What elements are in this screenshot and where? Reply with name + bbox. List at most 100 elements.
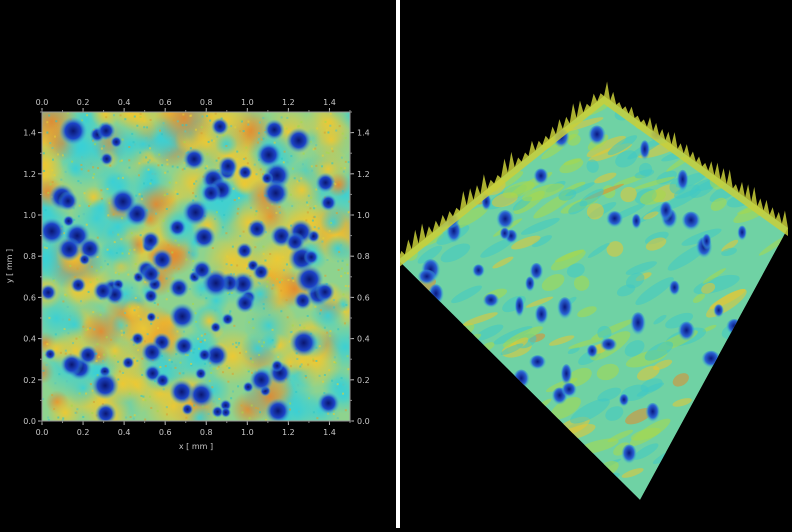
relief-patch: [576, 459, 591, 473]
y-tick-label-right: 1.2: [357, 170, 370, 179]
relief-patch: [399, 422, 434, 444]
texture-speck: [100, 197, 103, 200]
texture-speck: [341, 190, 344, 193]
texture-speck: [212, 400, 215, 403]
texture-speck: [245, 146, 248, 149]
texture-speck: [296, 357, 299, 360]
relief-patch: [398, 460, 409, 475]
texture-speck: [139, 318, 142, 321]
texture-speck: [86, 328, 89, 331]
texture-speck: [297, 410, 300, 413]
texture-speck: [313, 226, 316, 229]
relief-patch: [715, 147, 750, 169]
texture-speck: [276, 278, 279, 281]
texture-speck: [233, 198, 236, 201]
texture-speck: [222, 371, 225, 374]
relief-patch: [567, 347, 580, 355]
texture-speck: [121, 145, 124, 148]
relief-patch: [597, 387, 622, 402]
texture-speck: [256, 141, 259, 144]
texture-speck: [326, 331, 329, 334]
relief-patch: [737, 151, 767, 174]
texture-speck: [246, 162, 249, 165]
relief-patch: [632, 176, 676, 190]
texture-speck: [60, 178, 63, 181]
pit-mark: [197, 348, 212, 362]
texture-speck: [61, 419, 64, 421]
texture-speck: [341, 132, 344, 135]
texture-speck: [121, 252, 124, 255]
relief-patch: [750, 361, 777, 379]
pit-3d: [544, 455, 561, 479]
relief-patch: [738, 487, 751, 500]
pit-mark: [78, 253, 91, 266]
relief-patch: [759, 288, 788, 304]
texture-speck: [293, 177, 296, 180]
relief-patch: [759, 128, 782, 138]
texture-speck: [145, 137, 148, 140]
texture-speck: [125, 294, 128, 297]
pit-mark: [252, 263, 270, 281]
texture-speck: [244, 157, 247, 160]
relief-patch: [398, 398, 414, 413]
texture-speck: [53, 174, 56, 177]
pit-mark: [210, 321, 222, 333]
relief-patch: [770, 280, 788, 304]
texture-speck: [182, 372, 185, 375]
texture-speck: [91, 412, 94, 415]
texture-speck: [283, 150, 286, 153]
texture-blob: [320, 209, 347, 236]
relief-patch: [541, 274, 565, 292]
pit-mark: [121, 356, 135, 370]
pit-3d: [621, 444, 638, 466]
x-tick-label-top: 1.2: [282, 98, 295, 107]
pit-3d: [427, 284, 445, 308]
relief-patch: [748, 321, 780, 337]
texture-speck: [321, 165, 324, 168]
height-map-2d-panel: 0.0 0.0 0.0 0.0 0.2 0.2 0.2 0.2 0.4 0.4 0.4 0.4 0.6 0…: [0, 0, 396, 528]
x-tick-label-top: 0.6: [159, 98, 172, 107]
relief-patch: [616, 284, 636, 297]
texture-speck: [225, 365, 228, 368]
y-tick-label-left: 0.0: [23, 417, 36, 426]
relief-patch: [474, 379, 510, 399]
relief-patch: [668, 451, 705, 474]
relief-patch: [665, 312, 694, 329]
texture-speck: [333, 306, 336, 309]
pit-mark: [141, 231, 161, 251]
pit-3d: [618, 393, 630, 409]
texture-speck: [287, 131, 290, 134]
texture-speck: [328, 334, 331, 337]
texture-speck: [143, 120, 146, 123]
texture-speck: [248, 417, 251, 420]
texture-speck: [212, 367, 215, 370]
texture-speck: [289, 402, 292, 405]
relief-patch: [760, 327, 788, 345]
texture-speck: [117, 378, 120, 381]
texture-speck: [195, 180, 198, 183]
relief-patch: [482, 136, 518, 156]
texture-speck: [315, 188, 318, 191]
y-tick-label-left: 0.6: [23, 293, 36, 302]
relief-patch: [672, 398, 692, 407]
pit-mark: [91, 371, 119, 400]
texture-speck: [291, 167, 294, 170]
texture-speck: [323, 373, 326, 376]
relief-patch: [587, 242, 610, 258]
texture-speck: [310, 196, 313, 199]
texture-speck: [214, 309, 217, 312]
texture-speck: [342, 383, 345, 386]
texture-speck: [235, 341, 238, 344]
pit-3d: [701, 350, 721, 370]
texture-speck: [185, 124, 188, 127]
texture-speck: [121, 217, 124, 220]
texture-speck: [170, 360, 173, 363]
relief-patch: [480, 238, 513, 258]
texture-speck: [228, 366, 231, 369]
pit-3d: [755, 394, 774, 419]
texture-speck: [347, 368, 350, 371]
texture-speck: [157, 164, 160, 167]
texture-speck: [72, 342, 75, 345]
relief-patch: [436, 143, 457, 158]
texture-speck: [272, 284, 275, 287]
